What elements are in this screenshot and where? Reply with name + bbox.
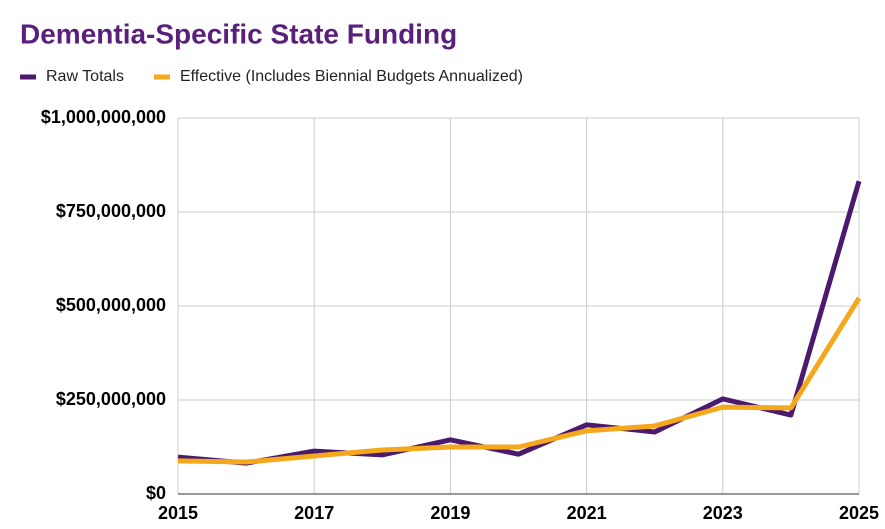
legend-label: Effective (Includes Biennial Budgets Ann… [180, 68, 523, 85]
x-tick-label: 2025 [839, 503, 879, 523]
x-tick-label: 2017 [294, 503, 334, 523]
x-tick-label: 2023 [703, 503, 743, 523]
y-tick-label: $750,000,000 [56, 201, 166, 221]
legend-label: Raw Totals [46, 68, 124, 85]
y-tick-label: $1,000,000,000 [41, 107, 166, 127]
x-tick-label: 2019 [430, 503, 470, 523]
y-tick-label: $500,000,000 [56, 295, 166, 315]
x-tick-label: 2021 [567, 503, 607, 523]
chart-title: Dementia-Specific State Funding [20, 18, 457, 49]
y-tick-label: $0 [146, 483, 166, 503]
series-line [177, 296, 862, 465]
x-tick-label: 2015 [158, 503, 198, 523]
series-line [177, 180, 862, 466]
y-tick-label: $250,000,000 [56, 389, 166, 409]
